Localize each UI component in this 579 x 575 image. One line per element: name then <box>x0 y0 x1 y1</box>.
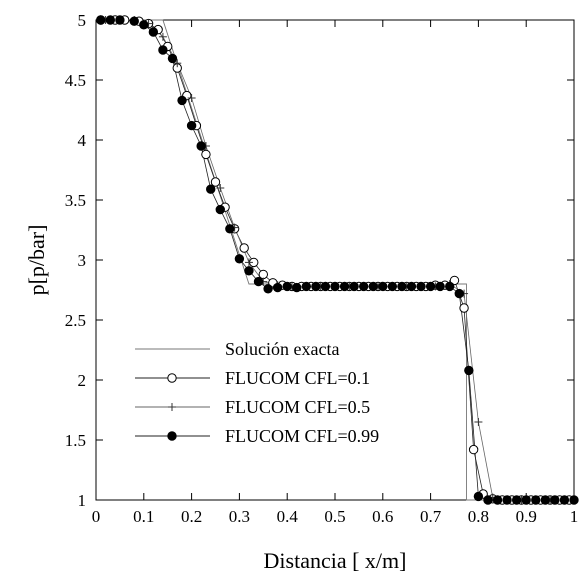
data-point <box>186 120 197 131</box>
y-tick-label: 5 <box>78 11 87 30</box>
data-point <box>292 282 302 293</box>
data-point <box>459 303 469 313</box>
data-point <box>378 281 388 292</box>
x-tick-label: 0.1 <box>133 507 154 526</box>
data-point <box>454 288 464 299</box>
data-point <box>397 281 407 292</box>
legend: Solución exacta FLUCOM CFL=0.1 FLUCOM CFL=… <box>135 339 379 446</box>
data-point <box>253 276 264 287</box>
data-point <box>511 495 522 505</box>
data-point <box>196 141 206 151</box>
data-point <box>173 59 182 68</box>
y-tick-label: 4.5 <box>65 71 86 90</box>
y-tick-label: 3.5 <box>65 191 86 210</box>
x-tick-label: 0.6 <box>372 507 393 526</box>
data-point <box>148 27 159 37</box>
data-point <box>406 281 417 292</box>
data-point <box>215 204 225 215</box>
data-point <box>349 281 359 292</box>
y-tick-label: 1.5 <box>65 431 86 450</box>
data-point <box>358 281 369 292</box>
data-point <box>282 281 292 292</box>
x-tick-label: 0.5 <box>324 507 345 526</box>
data-point <box>129 16 139 26</box>
data-point <box>311 281 321 292</box>
data-point <box>468 444 479 455</box>
data-point <box>177 95 187 106</box>
data-point <box>158 45 168 55</box>
data-point <box>559 495 570 505</box>
axis-ticks: 0 0.1 0.2 0.3 0.4 0.5 0.6 0.7 0.8 0.9 1 1 1.5 2 2.5 3 3.… <box>65 11 579 526</box>
legend-marker-1 <box>167 373 177 383</box>
x-tick-label: 0.7 <box>420 507 442 526</box>
series-markers <box>96 15 579 505</box>
data-point <box>225 224 235 234</box>
data-point <box>105 15 116 25</box>
x-axis-title: Distancia [ x/m] <box>264 548 407 573</box>
data-point <box>96 15 106 25</box>
data-point <box>473 491 484 502</box>
x-tick-label: 0.8 <box>468 507 489 526</box>
legend-label-1: FLUCOM CFL=0.1 <box>225 368 370 388</box>
data-point <box>234 254 245 264</box>
data-point <box>272 282 283 293</box>
data-point <box>244 266 254 276</box>
data-point <box>387 281 398 292</box>
data-point <box>531 495 541 505</box>
data-point <box>569 495 579 505</box>
data-point <box>167 53 178 64</box>
x-tick-label: 0.3 <box>229 507 250 526</box>
x-tick-label: 0.2 <box>181 507 202 526</box>
data-point <box>368 281 378 292</box>
legend-label-0: Solución exacta <box>225 339 339 359</box>
data-point <box>301 281 312 292</box>
data-point <box>339 281 350 292</box>
legend-label-3: FLUCOM CFL=0.99 <box>225 426 379 446</box>
data-point <box>521 495 531 505</box>
data-point <box>139 20 149 30</box>
x-tick-label: 1 <box>570 507 579 526</box>
y-tick-label: 2.5 <box>65 311 86 330</box>
data-point <box>216 184 225 192</box>
y-axis-title: p[p/bar] <box>24 225 49 296</box>
y-tick-label: 3 <box>78 251 87 270</box>
data-point <box>445 281 455 292</box>
y-tick-label: 1 <box>78 491 87 510</box>
data-point <box>416 281 426 292</box>
data-point <box>502 495 512 505</box>
data-point <box>115 15 125 25</box>
data-point <box>425 281 436 292</box>
y-tick-label: 4 <box>78 131 87 150</box>
data-point <box>187 94 196 102</box>
data-point <box>330 281 340 292</box>
data-point <box>210 177 221 187</box>
x-tick-label: 0 <box>92 507 101 526</box>
data-point <box>201 149 211 160</box>
y-tick-label: 2 <box>78 371 87 390</box>
data-point <box>483 495 493 505</box>
data-point <box>206 184 216 194</box>
data-point <box>244 258 253 267</box>
data-point <box>464 365 474 376</box>
legend-marker-3 <box>167 431 177 441</box>
x-tick-label: 0.9 <box>516 507 537 526</box>
data-point <box>449 275 460 286</box>
x-tick-label: 0.4 <box>277 507 299 526</box>
data-point <box>492 495 503 505</box>
data-point <box>435 281 445 292</box>
data-point <box>550 495 560 505</box>
legend-label-2: FLUCOM CFL=0.5 <box>225 397 370 417</box>
data-point <box>474 418 483 426</box>
data-point <box>158 32 167 41</box>
data-point <box>540 495 551 505</box>
legend-marker-2 <box>168 403 176 411</box>
data-point <box>239 243 249 253</box>
data-point <box>320 281 331 292</box>
data-point <box>263 284 273 294</box>
